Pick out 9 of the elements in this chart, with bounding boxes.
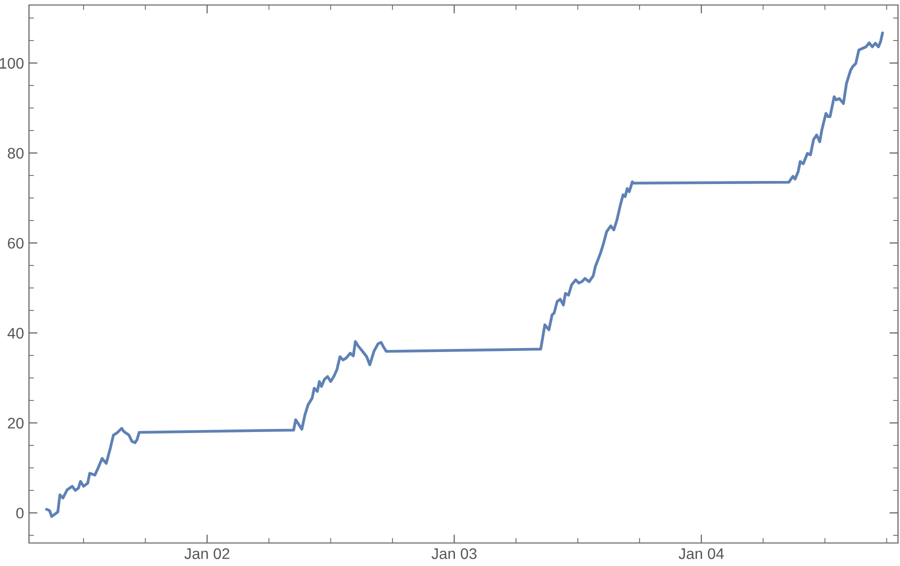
y-tick-label: 80: [8, 148, 24, 159]
y-tick-label: 20: [8, 418, 24, 429]
x-tick-label: Jan 04: [678, 548, 724, 560]
x-tick-label: Jan 02: [184, 548, 230, 560]
y-tick-label: 100: [0, 58, 24, 69]
y-tick-label: 40: [8, 328, 24, 339]
y-tick-label: 0: [16, 508, 24, 519]
x-tick-label: Jan 03: [432, 548, 476, 560]
y-tick-label: 60: [8, 238, 24, 249]
